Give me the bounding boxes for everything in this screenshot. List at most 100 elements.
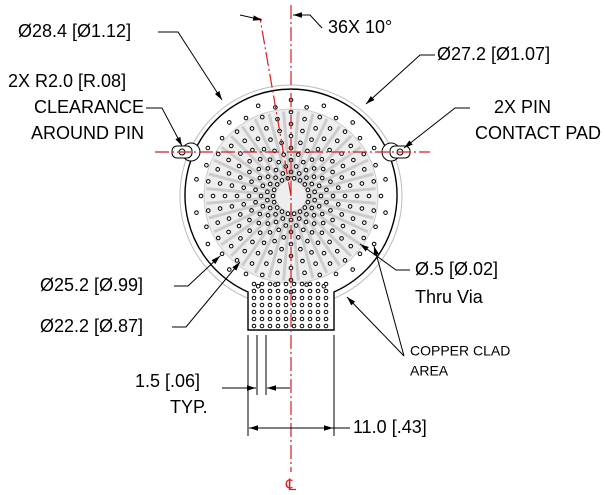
hatch-line [282, 111, 292, 182]
via [371, 145, 377, 151]
via [366, 193, 372, 199]
hatch-line [208, 172, 277, 194]
hatch-line [241, 125, 284, 185]
hatch-line [267, 210, 289, 279]
via [291, 288, 297, 294]
via [307, 316, 313, 322]
via [226, 120, 232, 125]
via [323, 316, 329, 322]
via [229, 204, 235, 209]
via [299, 295, 305, 301]
via [275, 316, 281, 322]
via [291, 316, 297, 322]
via [334, 138, 340, 144]
via [265, 197, 270, 203]
via [243, 271, 249, 277]
via [291, 211, 297, 217]
via [303, 167, 309, 173]
hatch-line [241, 207, 284, 267]
callout-text: Ø25.2 [Ø.99] [40, 275, 143, 295]
via [330, 169, 335, 175]
via [265, 189, 270, 195]
via [277, 258, 282, 264]
via [302, 182, 308, 187]
hatch-line [267, 113, 289, 182]
via [361, 235, 367, 241]
via [357, 251, 363, 257]
via [234, 193, 240, 199]
via [327, 261, 333, 266]
via [247, 228, 252, 234]
via [265, 174, 271, 180]
via [204, 162, 209, 168]
via [279, 209, 285, 214]
via [371, 179, 377, 184]
via [257, 156, 263, 162]
via [316, 183, 322, 189]
via [273, 212, 278, 217]
hatch-line [290, 111, 300, 182]
hatch-line [302, 203, 362, 246]
via [265, 212, 271, 218]
via [323, 302, 329, 308]
hatch-line [229, 205, 282, 258]
via [247, 169, 252, 175]
via [342, 129, 348, 134]
via [307, 323, 313, 329]
via [267, 181, 273, 187]
via [311, 166, 317, 171]
via [271, 187, 277, 193]
hatch-line [303, 158, 369, 192]
via [330, 217, 335, 223]
via [378, 193, 384, 199]
via [299, 323, 305, 329]
via [309, 205, 315, 211]
via [315, 309, 321, 315]
via [333, 115, 339, 121]
via [348, 243, 354, 249]
via [283, 281, 289, 287]
hatch-line [303, 200, 369, 234]
via [321, 136, 327, 142]
via [237, 212, 243, 217]
via [313, 126, 318, 131]
via [298, 246, 303, 252]
hatch-line [208, 198, 277, 220]
via [256, 220, 262, 226]
via [264, 126, 269, 131]
via [251, 316, 257, 322]
via [303, 219, 309, 225]
via [257, 211, 263, 217]
via [330, 228, 335, 234]
via [302, 205, 308, 210]
via [309, 137, 314, 142]
via [236, 163, 242, 169]
via [267, 157, 273, 162]
via [274, 182, 280, 187]
via [327, 239, 332, 245]
via [261, 240, 267, 246]
via [295, 235, 301, 240]
via [259, 272, 265, 278]
via [273, 219, 279, 225]
via [210, 193, 216, 199]
via [335, 202, 341, 207]
via [317, 272, 323, 278]
via [328, 179, 333, 184]
via [307, 295, 313, 301]
via [304, 175, 309, 180]
via [309, 157, 315, 162]
centerline-symbol: ℄ [285, 477, 297, 494]
via [226, 267, 232, 272]
via [293, 223, 299, 228]
via [205, 208, 211, 213]
via [359, 181, 365, 186]
via [259, 323, 265, 329]
via [373, 224, 378, 230]
via [250, 239, 255, 245]
hatch-line [295, 208, 329, 274]
via [249, 179, 254, 184]
hatch-line [253, 208, 287, 274]
via [324, 199, 329, 205]
